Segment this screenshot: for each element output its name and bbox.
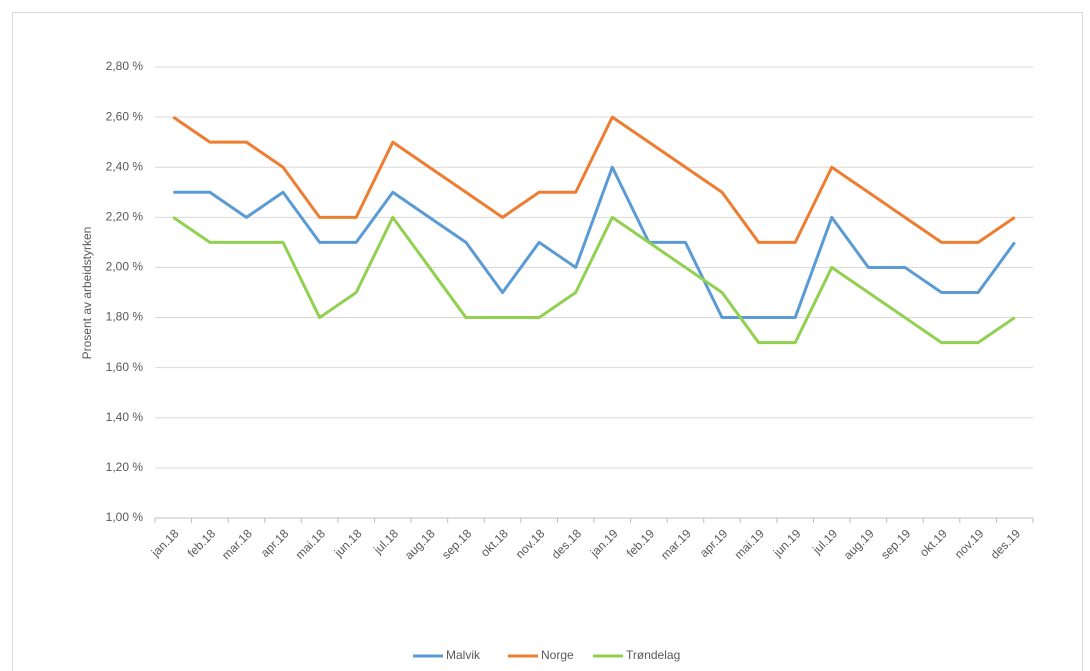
series-line <box>172 115 1016 244</box>
y-tick-label: 2,20 % <box>106 210 144 224</box>
series-line <box>172 215 1016 345</box>
y-tick-label: 1,00 % <box>106 510 144 524</box>
legend-label: Malvik <box>446 648 481 662</box>
y-tick-label: 2,00 % <box>106 260 144 274</box>
series-line <box>173 165 1016 320</box>
y-tick-label: 1,20 % <box>106 460 144 474</box>
chart-border <box>12 12 1083 671</box>
y-tick-label: 2,40 % <box>106 159 144 173</box>
y-tick-label: 1,40 % <box>106 410 144 424</box>
y-tick-label: 2,80 % <box>106 59 144 73</box>
legend-label: Trøndelag <box>626 648 680 662</box>
legend-label: Norge <box>541 648 574 662</box>
y-tick-label: 2,60 % <box>106 109 144 123</box>
y-axis-label: Prosent av arbeidstyrken <box>80 227 94 360</box>
y-tick-label: 1,80 % <box>106 310 144 324</box>
y-tick-label: 1,60 % <box>106 360 144 374</box>
